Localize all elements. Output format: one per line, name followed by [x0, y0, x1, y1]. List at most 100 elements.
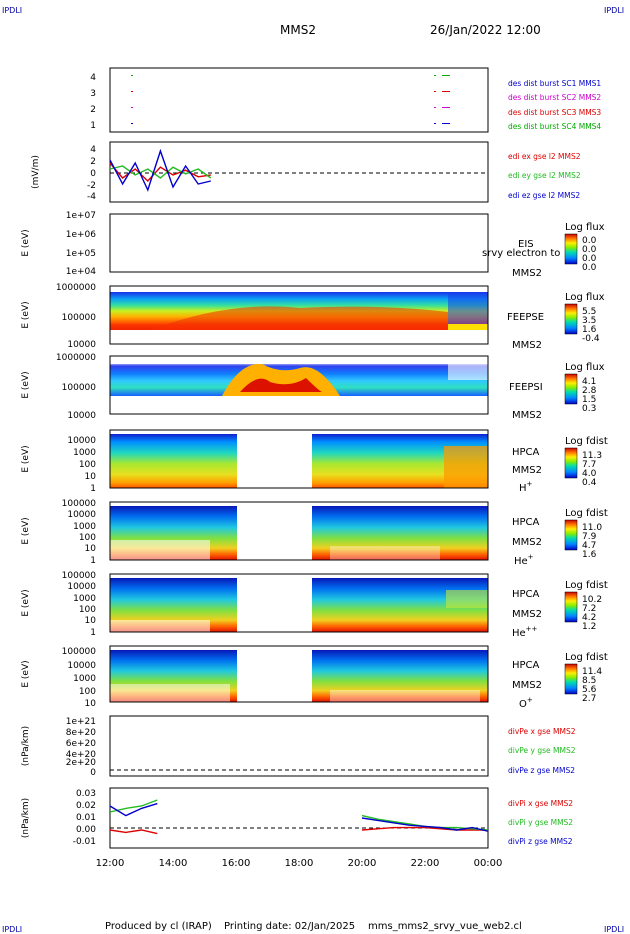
burst-mark	[434, 107, 436, 108]
burst-mark	[442, 91, 450, 92]
tick-label: 0.02	[76, 801, 96, 811]
tick-label: 10000	[67, 340, 96, 350]
spectrogram	[312, 506, 488, 560]
axis-label: E (eV)	[21, 660, 31, 687]
axis-label: (nPa/km)	[21, 726, 31, 766]
colorbar	[564, 663, 578, 695]
plot-frame	[109, 213, 489, 273]
spectrogram-low-band	[110, 324, 488, 330]
series-line	[109, 148, 211, 192]
instrument-label: HPCA	[512, 517, 540, 528]
colorbar-tick: 7.7	[582, 460, 596, 470]
spectrogram-quiet-region	[448, 292, 488, 324]
tick-label: 2	[90, 105, 96, 115]
species-name: O	[519, 699, 527, 710]
tick-label: 0	[90, 768, 96, 778]
series-line	[109, 799, 489, 831]
species-charge: ++	[526, 625, 538, 633]
burst-mark	[131, 123, 133, 124]
colorbar-tick: 11.4	[582, 667, 602, 677]
tick-label: 1e+04	[66, 267, 97, 277]
spectrogram-speckle	[110, 540, 210, 560]
legend-entry: edi ey gse l2 MMS2	[508, 171, 581, 180]
axis-label: E (eV)	[21, 371, 31, 398]
colorbar-title: Log flux	[565, 222, 605, 233]
axis-label: E (eV)	[21, 301, 31, 328]
colorbar-tick: 0.0	[582, 245, 597, 255]
tick-label: 1	[90, 556, 96, 566]
spectrogram-core	[240, 378, 322, 392]
tick-label: 4e+20	[66, 750, 97, 760]
spectrogram-yellow-band	[448, 324, 488, 330]
tick-label: 10000	[67, 582, 96, 592]
species-name: He	[514, 556, 528, 567]
tick-label: 0.01	[76, 813, 96, 823]
footer-printing-date: Printing date: 02/Jan/2025	[224, 921, 355, 932]
plot-frame	[109, 645, 489, 703]
spectrogram-warm-region	[446, 590, 488, 608]
tick-label: 6e+20	[66, 739, 97, 749]
tick-label: 10000	[67, 411, 96, 421]
tick-label: 10	[85, 544, 97, 554]
spectrogram	[110, 434, 237, 488]
edi-panel: (mV/m) 4 2 0 -2 -4 edi ex gse l2 MMS2 ed…	[31, 141, 581, 203]
spectrogram-speckle	[110, 684, 230, 702]
corner-label-top-left: IPDLI	[2, 6, 22, 15]
axis-label: E (eV)	[21, 445, 31, 472]
colorbar-tick: 1.6	[582, 550, 597, 560]
spacecraft-label: MMS2	[512, 268, 542, 279]
colorbar-tick: 4.1	[582, 377, 596, 387]
colorbar-tick: 0.4	[582, 478, 597, 488]
eis-panel: E (eV) 1e+07 1e+06 1e+05 1e+04 EIS srvy …	[21, 211, 605, 279]
colorbar-tick: 5.6	[582, 685, 597, 695]
tick-label: 100	[79, 687, 96, 697]
instrument-label: EIS	[518, 239, 534, 250]
axis-label: (mV/m)	[31, 155, 41, 189]
colorbar-tick: 8.5	[582, 676, 596, 686]
tick-label: 100000	[62, 499, 97, 509]
legend-entry: divPi y gse MMS2	[508, 818, 573, 827]
colorbar-tick: 7.9	[582, 532, 597, 542]
burst-mark	[434, 75, 436, 76]
burst-mark	[442, 75, 450, 76]
colorbar-tick: 1.6	[582, 325, 597, 335]
legend-entry: divPi z gse MMS2	[508, 837, 573, 846]
time-tick: 12:00	[96, 858, 125, 869]
colorbar-title: Log flux	[565, 292, 605, 303]
instrument-overlap-label: srvy electron to	[482, 248, 560, 259]
plot-frame	[109, 67, 489, 133]
time-tick: 00:00	[474, 858, 503, 869]
spacecraft-label: MMS2	[512, 680, 542, 691]
spectrogram-speckle	[110, 620, 210, 632]
series-line	[109, 802, 489, 832]
tick-label: 1000000	[56, 283, 96, 293]
tick-label: 10	[85, 616, 97, 626]
legend-entry: edi ex gse l2 MMS2	[508, 152, 581, 161]
spacecraft-label: MMS2	[512, 465, 542, 476]
tick-label: 0	[90, 169, 96, 179]
axis-label: E (eV)	[21, 589, 31, 616]
spectrogram-speckle	[330, 546, 440, 560]
tick-label: 2e+20	[66, 758, 97, 768]
burst-panel: 4 3 2 1 des dist burst SC1 MMS1 des dist…	[90, 67, 601, 133]
burst-mark	[434, 123, 436, 124]
colorbar-title: Log fdist	[565, 508, 608, 519]
tick-label: 4	[90, 145, 96, 155]
time-tick: 22:00	[411, 858, 440, 869]
species-charge: +	[528, 553, 534, 561]
species-label: He+	[514, 553, 534, 567]
species-label: O+	[519, 696, 533, 710]
spectrogram-empty-top	[110, 286, 488, 292]
colorbar	[564, 519, 578, 551]
plot-frame	[109, 573, 489, 633]
plot-frame	[109, 429, 489, 489]
species-name: H	[519, 483, 527, 494]
colorbar-title: Log fdist	[565, 652, 608, 663]
instrument-label: HPCA	[512, 589, 540, 600]
burst-mark	[442, 107, 450, 108]
colorbar-tick: 1.2	[582, 622, 596, 632]
colorbar	[564, 447, 578, 479]
tick-label: 100000	[62, 571, 97, 581]
plot-frame	[109, 141, 489, 203]
